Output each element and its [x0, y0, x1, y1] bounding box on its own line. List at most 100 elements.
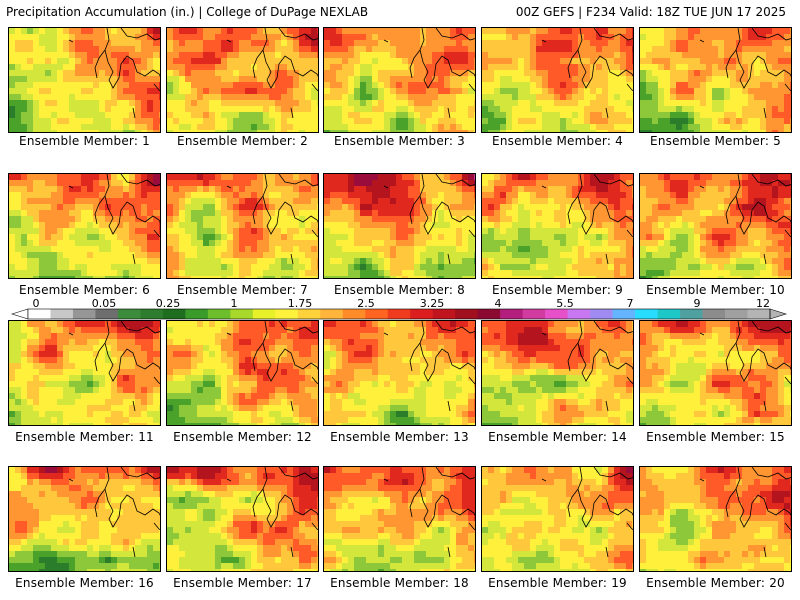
- ensemble-member-label: Ensemble Member: 2: [177, 134, 308, 148]
- scale-tick-label: 0.25: [155, 297, 181, 310]
- coastline-outline: [383, 28, 475, 119]
- coastline-outline: [68, 321, 160, 412]
- scale-color-swatch: [747, 309, 771, 319]
- scale-color-swatch: [635, 309, 658, 319]
- ensemble-member-map: [166, 27, 319, 133]
- scale-color-swatch: [297, 309, 321, 319]
- scale-color-swatch: [342, 309, 366, 319]
- scale-color-swatch: [500, 309, 523, 319]
- ensemble-member-map: [8, 320, 161, 426]
- scale-color-swatch: [387, 309, 411, 319]
- ensemble-member-label: Ensemble Member: 9: [492, 283, 623, 297]
- scale-tick-label: 12: [756, 297, 770, 310]
- coastline-outline: [383, 321, 475, 412]
- header-right-title: 00Z GEFS | F234 Valid: 18Z TUE JUN 17 20…: [515, 5, 786, 19]
- coastline-outline: [541, 28, 633, 119]
- ensemble-member-label: Ensemble Member: 15: [646, 430, 785, 444]
- coastline-outline: [68, 467, 160, 558]
- scale-color-swatch: [432, 309, 456, 319]
- scale-color-swatch: [590, 309, 613, 319]
- scale-tick-label: 4: [494, 297, 502, 310]
- scale-color-swatch: [320, 309, 344, 319]
- coastline-outline: [68, 174, 160, 265]
- ensemble-member-label: Ensemble Member: 7: [177, 283, 308, 297]
- scale-color-swatch: [252, 309, 276, 319]
- coastline-outline: [226, 467, 318, 558]
- scale-tick-label: 3.25: [419, 297, 445, 310]
- ensemble-member-map: [323, 173, 476, 279]
- ensemble-member-label: Ensemble Member: 14: [488, 430, 627, 444]
- scale-color-swatch: [95, 309, 119, 319]
- coastline-outline: [226, 28, 318, 119]
- ensemble-member-label: Ensemble Member: 17: [173, 576, 312, 590]
- ensemble-member-map: [481, 173, 634, 279]
- ensemble-member-label: Ensemble Member: 12: [173, 430, 312, 444]
- ensemble-member-map: [166, 173, 319, 279]
- ensemble-member-map: [639, 466, 792, 572]
- scale-color-swatch: [50, 309, 74, 319]
- scale-color-swatch: [657, 309, 681, 319]
- ensemble-member-map: [166, 466, 319, 572]
- ensemble-member-label: Ensemble Member: 10: [646, 283, 785, 297]
- coastline-outline: [383, 467, 475, 558]
- ensemble-member-label: Ensemble Member: 18: [330, 576, 469, 590]
- color-scale-bar: [10, 308, 788, 320]
- ensemble-member-label: Ensemble Member: 3: [334, 134, 465, 148]
- coastline-outline: [699, 467, 791, 558]
- ensemble-member-label: Ensemble Member: 16: [15, 576, 154, 590]
- ensemble-member-label: Ensemble Member: 13: [330, 430, 469, 444]
- scale-color-swatch: [207, 309, 231, 319]
- coastline-outline: [541, 174, 633, 265]
- scale-color-swatch: [185, 309, 209, 319]
- scale-tick-label: 9: [693, 297, 701, 310]
- coastline-outline: [68, 28, 160, 119]
- header-left-title: Precipitation Accumulation (in.) | Colle…: [6, 5, 369, 19]
- scale-color-swatch: [612, 309, 636, 319]
- coastline-outline: [699, 174, 791, 265]
- ensemble-member-map: [639, 320, 792, 426]
- ensemble-member-map: [481, 466, 634, 572]
- scale-color-swatch: [28, 309, 51, 319]
- scale-tick-label: 0: [32, 297, 40, 310]
- scale-color-swatch: [545, 309, 568, 319]
- scale-color-swatch: [230, 309, 254, 319]
- scale-color-swatch: [702, 309, 726, 319]
- scale-left-arrow: [10, 308, 29, 320]
- scale-tick-label: 5.5: [556, 297, 574, 310]
- coastline-outline: [226, 174, 318, 265]
- ensemble-member-label: Ensemble Member: 6: [19, 283, 150, 297]
- ensemble-member-label: Ensemble Member: 4: [492, 134, 623, 148]
- scale-color-swatch: [725, 309, 748, 319]
- scale-right-arrow: [769, 308, 788, 320]
- coastline-outline: [383, 174, 475, 265]
- scale-color-swatch: [477, 309, 501, 319]
- ensemble-member-map: [323, 27, 476, 133]
- ensemble-member-label: Ensemble Member: 8: [334, 283, 465, 297]
- scale-color-swatch: [522, 309, 546, 319]
- ensemble-member-label: Ensemble Member: 11: [15, 430, 154, 444]
- coastline-outline: [226, 321, 318, 412]
- scale-color-swatch: [567, 309, 591, 319]
- ensemble-member-map: [8, 173, 161, 279]
- ensemble-member-map: [166, 320, 319, 426]
- ensemble-member-map: [323, 320, 476, 426]
- ensemble-member-map: [8, 466, 161, 572]
- scale-color-swatch: [455, 309, 478, 319]
- scale-tick-label: 1.75: [287, 297, 313, 310]
- ensemble-member-label: Ensemble Member: 20: [646, 576, 785, 590]
- scale-tick-label: 7: [626, 297, 634, 310]
- scale-tick-label: 0.05: [91, 297, 117, 310]
- scale-color-swatch: [275, 309, 299, 319]
- scale-color-swatch: [410, 309, 434, 319]
- coastline-outline: [699, 321, 791, 412]
- ensemble-member-map: [8, 27, 161, 133]
- scale-tick-label: 2.5: [357, 297, 375, 310]
- scale-color-swatch: [162, 309, 186, 319]
- scale-color-swatch: [365, 309, 389, 319]
- scale-color-swatch: [680, 309, 703, 319]
- ensemble-member-map: [323, 466, 476, 572]
- coastline-outline: [541, 321, 633, 412]
- coastline-outline: [541, 467, 633, 558]
- ensemble-member-label: Ensemble Member: 19: [488, 576, 627, 590]
- scale-color-swatch: [117, 309, 141, 319]
